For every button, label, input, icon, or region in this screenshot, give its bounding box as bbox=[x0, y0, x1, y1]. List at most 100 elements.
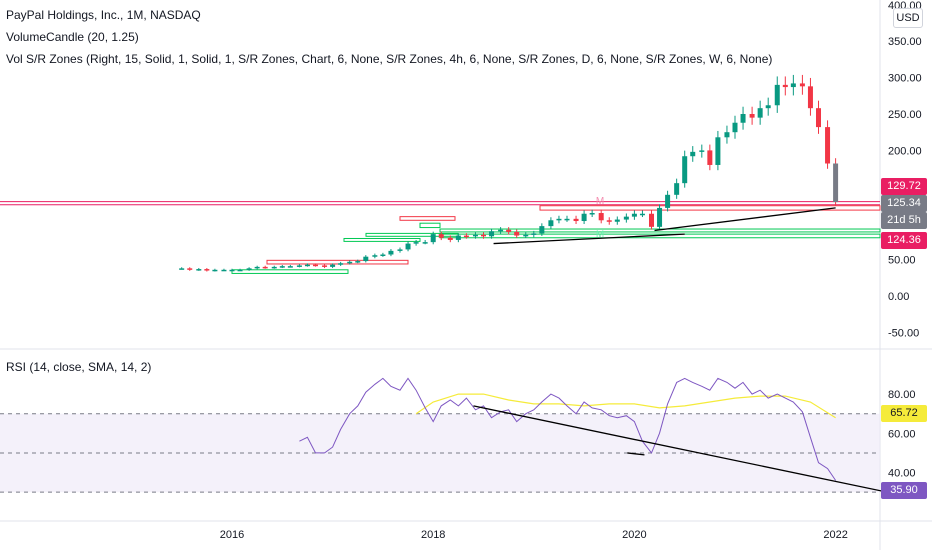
candle-body bbox=[724, 132, 730, 138]
rsi-value-badge: 35.90 bbox=[881, 482, 927, 499]
candle-body bbox=[657, 207, 663, 227]
candle-body bbox=[614, 219, 620, 222]
candle-body bbox=[254, 266, 260, 269]
time-tick-label: 2018 bbox=[421, 529, 445, 541]
price-tick-label: 200.00 bbox=[888, 145, 922, 157]
support-zone bbox=[419, 222, 441, 229]
candle-body bbox=[682, 156, 688, 184]
candle-body bbox=[649, 213, 655, 227]
candle-body bbox=[774, 84, 780, 106]
candle-body bbox=[271, 266, 277, 269]
price-tick-label: 350.00 bbox=[888, 36, 922, 48]
rsi-line bbox=[299, 377, 837, 481]
candle-body bbox=[296, 265, 302, 267]
trend-line[interactable] bbox=[493, 233, 685, 245]
rsi-tick-label: 80.00 bbox=[888, 389, 916, 401]
candle-body bbox=[422, 242, 428, 244]
price-tick-label: 300.00 bbox=[888, 73, 922, 85]
rsi-trend-line[interactable] bbox=[627, 452, 645, 456]
candle-body bbox=[212, 269, 218, 272]
candle-body bbox=[690, 151, 696, 157]
weekly-zone-label: M bbox=[596, 196, 604, 207]
candle-body bbox=[246, 268, 252, 270]
bar-timer-badge: 21d 5h bbox=[881, 212, 927, 229]
price-tick-label: 50.00 bbox=[888, 255, 916, 267]
candle-body bbox=[606, 220, 612, 222]
price-tick-label: 0.00 bbox=[888, 291, 909, 303]
candle-body bbox=[631, 213, 637, 217]
candle-body bbox=[514, 231, 520, 236]
candle-body bbox=[715, 137, 721, 165]
candle-body bbox=[262, 266, 268, 269]
time-tick-label: 2020 bbox=[622, 529, 646, 541]
rsi-sma-line bbox=[415, 393, 836, 419]
candle-body bbox=[498, 229, 504, 232]
candle-body bbox=[405, 243, 411, 250]
candle-body bbox=[196, 269, 202, 271]
candle-body bbox=[447, 237, 453, 240]
time-tick-label: 2022 bbox=[823, 529, 847, 541]
candle-body bbox=[749, 114, 755, 118]
candle-body bbox=[699, 150, 705, 152]
time-tick-label: 2016 bbox=[220, 529, 244, 541]
resistance-zone bbox=[399, 216, 456, 221]
candle-body bbox=[564, 218, 570, 221]
price-tick-label: 400.00 bbox=[888, 0, 922, 12]
candle-body bbox=[707, 150, 713, 165]
candle-body bbox=[330, 264, 336, 267]
candle-body bbox=[489, 231, 495, 237]
rsi-sma-badge: 65.72 bbox=[881, 405, 927, 422]
candle-body bbox=[472, 234, 478, 237]
candle-body bbox=[430, 234, 436, 243]
currency-button[interactable]: USD bbox=[893, 8, 923, 28]
zone-top-price-badge: 129.72 bbox=[881, 178, 927, 195]
sr-zones-legend[interactable]: Vol S/R Zones (Right, 15, Solid, 1, Soli… bbox=[6, 52, 773, 66]
symbol-legend[interactable]: PayPal Holdings, Inc., 1M, NASDAQ bbox=[6, 8, 201, 22]
candle-body bbox=[539, 226, 545, 234]
candle-body bbox=[589, 213, 595, 215]
rsi-tick-label: 40.00 bbox=[888, 468, 916, 480]
candle-body bbox=[665, 194, 671, 208]
candle-body bbox=[506, 229, 512, 232]
candle-body bbox=[740, 114, 746, 123]
rsi-tick-label: 60.00 bbox=[888, 428, 916, 440]
candle-body bbox=[221, 269, 227, 272]
price-tick-label: -50.00 bbox=[888, 327, 919, 339]
candle-body bbox=[815, 108, 821, 128]
candle-body bbox=[790, 83, 796, 88]
candle-body bbox=[204, 269, 210, 271]
candle-body bbox=[312, 264, 318, 267]
candle-body bbox=[179, 268, 185, 270]
candle-body bbox=[304, 264, 310, 267]
candle-body bbox=[833, 163, 839, 203]
volume-candle-legend[interactable]: VolumeCandle (20, 1.25) bbox=[6, 30, 139, 44]
trend-line[interactable] bbox=[654, 207, 836, 232]
candle-body bbox=[380, 254, 386, 257]
candle-body bbox=[765, 105, 771, 109]
candle-body bbox=[674, 183, 680, 195]
candle-body bbox=[548, 220, 554, 227]
zone-low-price-badge: 124.36 bbox=[881, 232, 927, 249]
candle-body bbox=[598, 213, 604, 221]
rsi-trend-line[interactable] bbox=[473, 405, 907, 497]
current-price-badge: 125.34 bbox=[881, 195, 927, 212]
rsi-legend[interactable]: RSI (14, close, SMA, 14, 2) bbox=[6, 360, 152, 374]
candle-body bbox=[229, 269, 235, 272]
candle-body bbox=[463, 235, 469, 238]
candle-body bbox=[782, 84, 788, 88]
candle-body bbox=[355, 261, 361, 263]
candle-body bbox=[581, 213, 587, 222]
candle-body bbox=[397, 249, 403, 251]
candle-body bbox=[531, 233, 537, 235]
support-zone bbox=[343, 237, 421, 242]
candle-body bbox=[481, 234, 486, 237]
candle-body bbox=[338, 263, 344, 265]
candle-body bbox=[799, 83, 805, 87]
candle-body bbox=[825, 127, 831, 164]
candle-body bbox=[347, 261, 353, 264]
resistance-zone bbox=[539, 205, 881, 211]
candle-body bbox=[279, 266, 285, 268]
candle-body bbox=[639, 213, 645, 216]
candle-body bbox=[322, 265, 328, 267]
